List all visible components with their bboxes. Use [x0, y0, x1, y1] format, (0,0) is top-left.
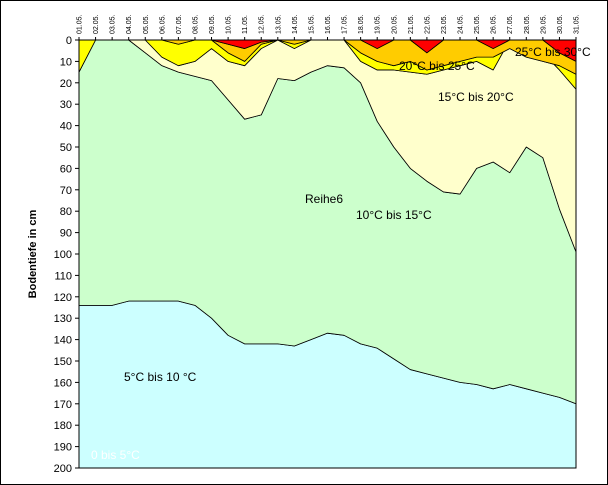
- x-tick-label: 22.05.: [424, 14, 431, 34]
- y-tick-label: 70: [60, 185, 72, 197]
- band-label: 10°C bis 15°C: [356, 208, 432, 222]
- x-tick-label: 08.05.: [192, 14, 199, 34]
- y-tick-label: 90: [60, 228, 72, 240]
- y-tick-label: 190: [54, 442, 72, 454]
- x-axis-ticks: 01.05. 02.05. 03.05. 04.05. 05.05. 06.05. 07.0…: [77, 14, 581, 40]
- x-tick-label: 03.05.: [110, 14, 117, 34]
- x-tick-label: 04.05.: [126, 14, 133, 34]
- band-label: 5°C bis 10 °C: [124, 370, 197, 384]
- temperature-bands: [78, 39, 577, 469]
- y-tick-label: 200: [54, 463, 72, 475]
- y-tick-label: 0: [66, 35, 72, 47]
- y-tick-label: 180: [54, 420, 72, 432]
- x-tick-label: 11.05.: [242, 15, 249, 34]
- y-tick-label: 150: [54, 356, 72, 368]
- x-tick-label: 26.05.: [491, 14, 498, 34]
- x-tick-label: 29.05.: [540, 14, 547, 34]
- y-tick-label: 40: [60, 121, 72, 133]
- x-tick-label: 16.05.: [325, 14, 332, 34]
- x-tick-label: 12.05.: [259, 14, 266, 34]
- y-tick-label: 50: [60, 142, 72, 154]
- x-tick-label: 30.05.: [557, 14, 564, 34]
- x-tick-label: 15.05.: [308, 14, 315, 34]
- y-tick-label: 20: [60, 78, 72, 90]
- x-tick-label: 09.05.: [209, 14, 216, 34]
- y-axis-label: Bodentiefe in cm: [27, 209, 39, 298]
- x-tick-label: 23.05.: [441, 14, 448, 34]
- y-tick-label: 140: [54, 335, 72, 347]
- band-label: 25°C bis 30°C: [515, 45, 591, 59]
- x-tick-label: 06.05.: [159, 14, 166, 34]
- x-tick-label: 14.05.: [292, 14, 299, 34]
- band-label: 20°C bis 25°C: [399, 59, 475, 73]
- y-axis-ticks: 0 10 20 30 40 50 60 70 80 90 100 110 120 130 140 150 160…: [54, 35, 79, 475]
- x-tick-label: 20.05.: [391, 14, 398, 34]
- x-tick-label: 10.05.: [226, 14, 233, 34]
- x-tick-label: 31.05.: [574, 14, 581, 34]
- x-tick-label: 21.05.: [408, 14, 415, 34]
- x-tick-label: 18.05.: [358, 14, 365, 34]
- band-labels: 25°C bis 30°C 20°C bis 25°C 15°C bis 20°C 1…: [91, 45, 591, 462]
- x-tick-label: 01.05.: [77, 14, 84, 34]
- y-tick-label: 30: [60, 99, 72, 111]
- x-tick-label: 05.05.: [143, 14, 150, 34]
- y-tick-label: 120: [54, 292, 72, 304]
- band-label: Reihe6: [305, 192, 343, 206]
- x-tick-label: 28.05.: [524, 14, 531, 34]
- y-tick-label: 160: [54, 377, 72, 389]
- x-tick-label: 25.05.: [474, 14, 481, 34]
- band-label: 15°C bis 20°C: [438, 90, 514, 104]
- x-tick-label: 24.05.: [458, 14, 465, 34]
- x-tick-label: 19.05.: [375, 14, 382, 34]
- x-tick-label: 17.05.: [342, 14, 349, 34]
- y-tick-label: 60: [60, 163, 72, 175]
- y-tick-label: 170: [54, 399, 72, 411]
- y-tick-label: 10: [60, 56, 72, 68]
- y-tick-label: 80: [60, 206, 72, 218]
- x-tick-label: 13.05.: [275, 14, 282, 34]
- x-tick-label: 27.05.: [507, 14, 514, 34]
- y-tick-label: 100: [54, 249, 72, 261]
- x-tick-label: 02.05.: [93, 14, 100, 34]
- band-label: 0 bis 5°C: [91, 448, 140, 462]
- y-tick-label: 110: [54, 270, 72, 282]
- x-tick-label: 07.05.: [176, 14, 183, 34]
- y-tick-label: 130: [54, 313, 72, 325]
